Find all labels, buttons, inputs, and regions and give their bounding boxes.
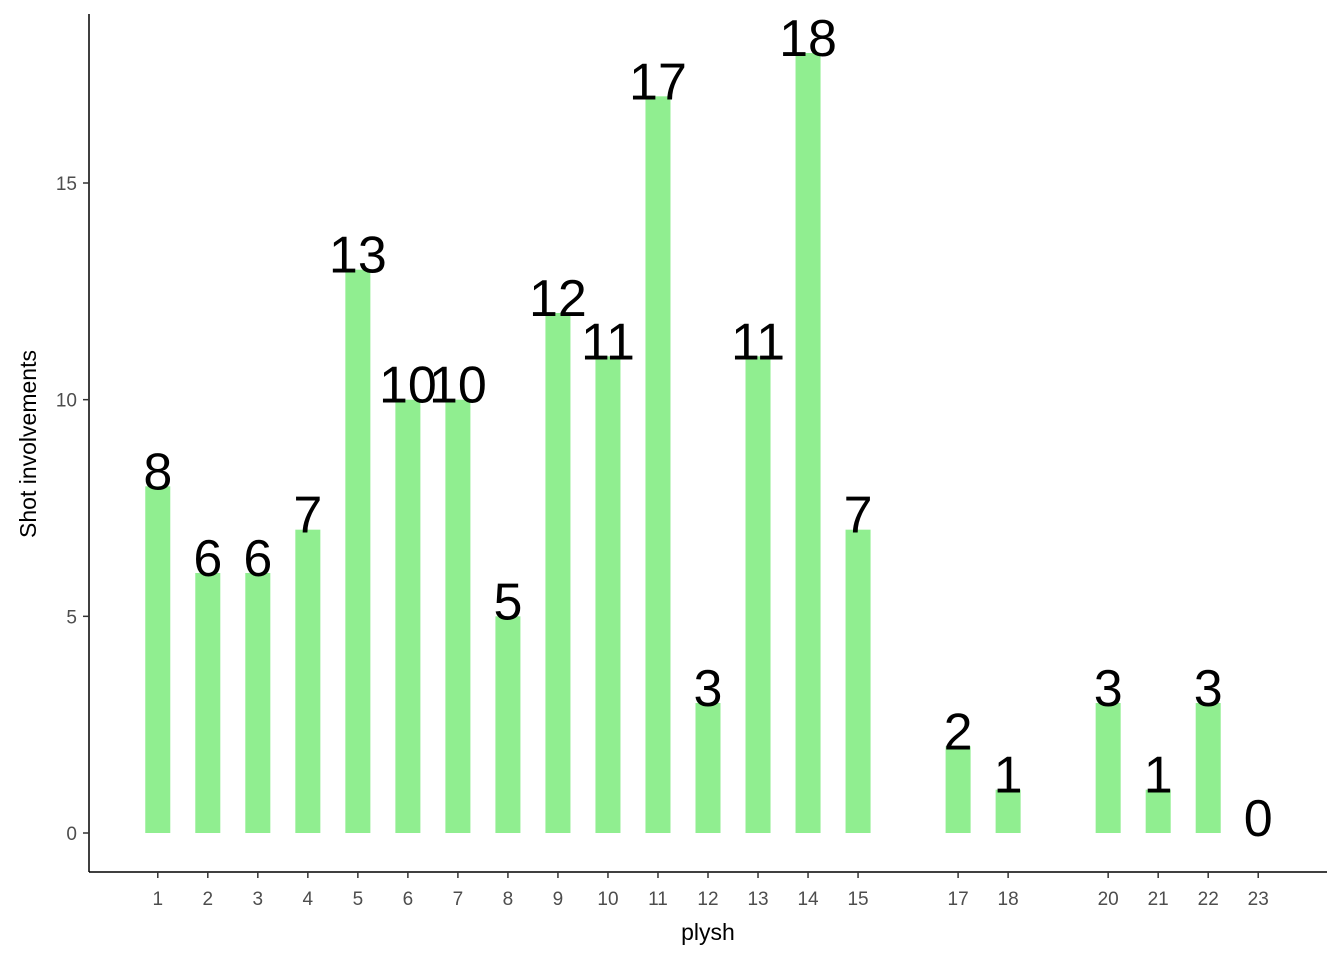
x-tick-label: 21 (1148, 889, 1169, 910)
x-tick-label: 22 (1198, 889, 1219, 910)
bar (1095, 703, 1121, 833)
value-label: 12 (529, 270, 587, 328)
x-tick-label: 7 (453, 889, 464, 910)
value-label: 1 (1144, 747, 1173, 805)
value-label: 5 (493, 573, 522, 631)
x-axis-title: plysh (681, 919, 735, 945)
x-tick-label: 3 (253, 889, 264, 910)
bar (295, 529, 321, 833)
value-label: 18 (779, 10, 837, 68)
x-tick-label: 5 (353, 889, 364, 910)
bar (1195, 703, 1221, 833)
value-label: 3 (694, 660, 723, 718)
bar (595, 356, 621, 833)
value-label: 0 (1244, 790, 1273, 848)
x-tick-label: 14 (797, 889, 819, 910)
bar (845, 529, 871, 833)
bar (945, 746, 971, 833)
y-tick-label: 0 (66, 824, 77, 845)
y-tick-label: 15 (56, 174, 77, 195)
x-tick-label: 20 (1098, 889, 1119, 910)
value-label: 7 (844, 487, 873, 545)
x-tick-label: 4 (303, 889, 314, 910)
value-label: 10 (429, 357, 487, 415)
value-label: 6 (193, 530, 222, 588)
value-label: 11 (581, 313, 635, 371)
y-tick-label: 10 (56, 391, 77, 412)
bar (445, 399, 471, 833)
bar (745, 356, 771, 833)
value-label: 17 (629, 53, 687, 111)
x-tick-label: 17 (948, 889, 969, 910)
value-label: 7 (293, 487, 322, 545)
x-tick-label: 15 (847, 889, 868, 910)
bar (695, 703, 721, 833)
bar (345, 269, 371, 834)
bar (545, 313, 571, 833)
bar (795, 53, 821, 833)
value-label: 8 (143, 443, 172, 501)
bar (145, 486, 171, 833)
x-tick-label: 8 (503, 889, 514, 910)
bar (245, 573, 271, 833)
value-label: 2 (944, 703, 973, 761)
y-axis-title: Shot involvements (15, 350, 41, 538)
value-label: 1 (994, 747, 1023, 805)
x-tick-label: 18 (998, 889, 1019, 910)
bar (395, 399, 421, 833)
x-tick-label: 23 (1248, 889, 1269, 910)
bar (645, 96, 671, 834)
y-tick-label: 5 (66, 607, 77, 628)
value-label: 6 (243, 530, 272, 588)
x-tick-label: 10 (597, 889, 618, 910)
bar (195, 573, 221, 833)
x-tick-label: 11 (648, 889, 668, 910)
x-tick-label: 6 (403, 889, 414, 910)
x-tick-label: 2 (203, 889, 214, 910)
value-label: 3 (1194, 660, 1223, 718)
value-label: 10 (379, 357, 437, 415)
bar (995, 789, 1021, 833)
x-tick-label: 1 (152, 889, 163, 910)
x-tick-label: 12 (697, 889, 718, 910)
bar (495, 616, 521, 833)
bar (1145, 789, 1171, 833)
x-tick-label: 13 (747, 889, 768, 910)
value-label: 13 (329, 227, 387, 285)
value-label: 11 (731, 313, 785, 371)
x-tick-label: 9 (553, 889, 564, 910)
value-label: 3 (1094, 660, 1123, 718)
